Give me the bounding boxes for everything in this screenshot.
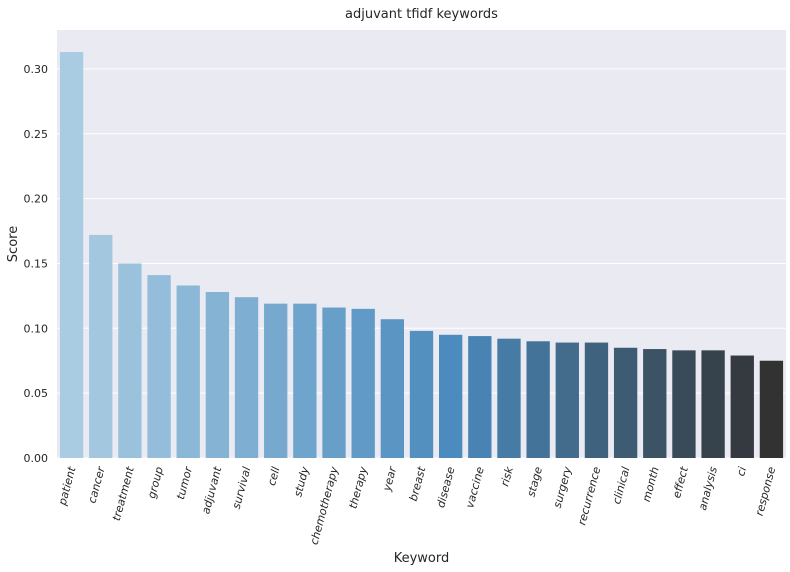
y-tick-label: 0.25 [24, 128, 49, 141]
bar-ci [730, 355, 754, 458]
x-tick-label: study [291, 465, 312, 498]
y-tick-label: 0.30 [24, 63, 49, 76]
x-tick-label: cell [265, 465, 282, 487]
bar-stage [526, 341, 550, 458]
x-tick-label: risk [498, 465, 516, 488]
x-tick-label: breast [407, 465, 429, 503]
x-tick-label: treatment [110, 465, 137, 523]
y-axis-label: Score [6, 226, 21, 262]
bar-therapy [351, 308, 375, 458]
y-tick-label: 0.20 [24, 193, 49, 206]
bar-risk [497, 338, 521, 458]
y-tick-label: 0.05 [24, 387, 49, 400]
bar-group [147, 275, 171, 458]
bar-month [643, 349, 667, 458]
y-tick-label: 0.15 [24, 257, 49, 270]
bar-breast [409, 330, 434, 458]
bars [59, 52, 784, 458]
x-tick-label: adjuvant [199, 465, 224, 516]
bar-study [293, 303, 317, 458]
bar-vaccine [468, 336, 492, 458]
x-tick-label: effect [670, 465, 691, 500]
bar-patient [59, 52, 84, 458]
bar-chemotherapy [322, 307, 346, 458]
x-tick-label: group [145, 465, 166, 499]
bar-cell [264, 303, 288, 458]
x-tick-label: tumor [174, 464, 196, 501]
bar-treatment [118, 263, 142, 458]
bar-cancer [89, 234, 113, 458]
bar-disease [438, 334, 463, 458]
bar-response [759, 360, 784, 458]
bar-surgery [555, 342, 579, 458]
chart-title: adjuvant tfidf keywords [345, 7, 498, 22]
x-tick-label: recurrence [575, 465, 603, 526]
x-tick-label: stage [525, 465, 546, 498]
bar-recurrence [584, 342, 609, 458]
x-tick-label: surgery [551, 465, 575, 509]
bar-survival [234, 297, 259, 458]
x-axis-label: Keyword [394, 551, 450, 566]
x-tick-label: response [753, 465, 779, 517]
x-tick-label: survival [230, 465, 254, 510]
x-tick-label: chemotherapy [308, 465, 341, 546]
x-tick-label: disease [434, 465, 457, 509]
x-tick-label: analysis [696, 465, 720, 512]
x-tick-label: cancer [85, 464, 108, 505]
bar-adjuvant [205, 291, 230, 458]
bar-tumor [176, 285, 200, 458]
x-tick-label: vaccine [463, 465, 487, 509]
y-tick-label: 0.00 [24, 452, 49, 465]
bar-effect [672, 350, 696, 458]
x-tick-label: therapy [346, 465, 370, 510]
bar-analysis [701, 350, 725, 458]
x-tick-label: month [640, 465, 662, 503]
bar-clinical [613, 347, 638, 458]
y-tick-label: 0.10 [24, 322, 49, 335]
x-tick-label: ci [734, 465, 749, 477]
y-tick-labels: 0.00 0.05 0.10 0.15 0.20 0.25 0.30 [24, 63, 49, 465]
x-tick-label: clinical [610, 465, 632, 505]
bar-year [380, 319, 405, 458]
x-tick-label: patient [56, 465, 79, 508]
x-tick-label: year [380, 464, 400, 493]
x-tick-labels: patient cancer treatment group tumor adjuvant… [56, 464, 779, 546]
